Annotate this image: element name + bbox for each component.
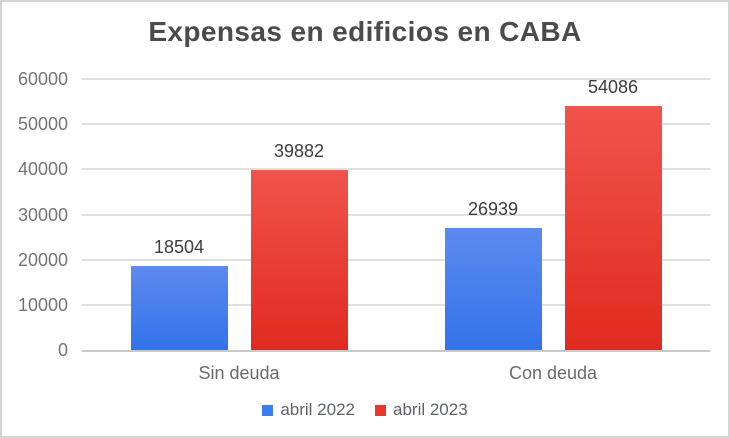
legend-item: abril 2022 xyxy=(262,399,355,421)
gridline xyxy=(82,213,710,216)
bar-abril-2023-Con-deuda xyxy=(564,105,662,350)
legend-item: abril 2023 xyxy=(375,399,468,421)
legend-swatch-icon xyxy=(375,404,386,416)
legend-swatch-icon xyxy=(262,404,274,416)
x-category-label: Con deuda xyxy=(508,363,598,383)
bar-abril-2022-Con-deuda xyxy=(444,228,542,350)
bar-abril-2022-Sin-deuda xyxy=(130,266,228,350)
y-tick-label: 40000 xyxy=(17,159,68,180)
legend-label: abril 2023 xyxy=(393,400,468,419)
y-tick-label: 60000 xyxy=(17,69,68,89)
legend-label: abril 2022 xyxy=(280,400,355,419)
bar-value-label: 26939 xyxy=(467,199,519,220)
gridline xyxy=(82,123,710,126)
bar-abril-2023-Sin-deuda xyxy=(250,169,348,350)
y-tick-label: 30000 xyxy=(17,204,68,225)
y-tick-label: 0 xyxy=(57,340,68,360)
y-tick-label: 50000 xyxy=(17,114,68,135)
bar-value-label: 54086 xyxy=(587,76,639,97)
gridline xyxy=(82,78,710,80)
legend: abril 2022 abril 2023 xyxy=(2,399,728,421)
y-tick-label: 10000 xyxy=(17,294,68,315)
gridline xyxy=(82,168,710,171)
bar-value-label: 39882 xyxy=(273,140,325,161)
x-category-label: Sin deuda xyxy=(198,363,280,383)
gridline xyxy=(82,303,710,306)
plot-area: 18504 39882 Sin deuda 26939 54086 Con deuda xyxy=(82,76,710,383)
gridline xyxy=(82,258,710,261)
y-tick-label: 20000 xyxy=(17,249,68,270)
bar-value-label: 18504 xyxy=(153,237,205,258)
chart-title: Expensas en edificios en CABA xyxy=(148,16,582,47)
